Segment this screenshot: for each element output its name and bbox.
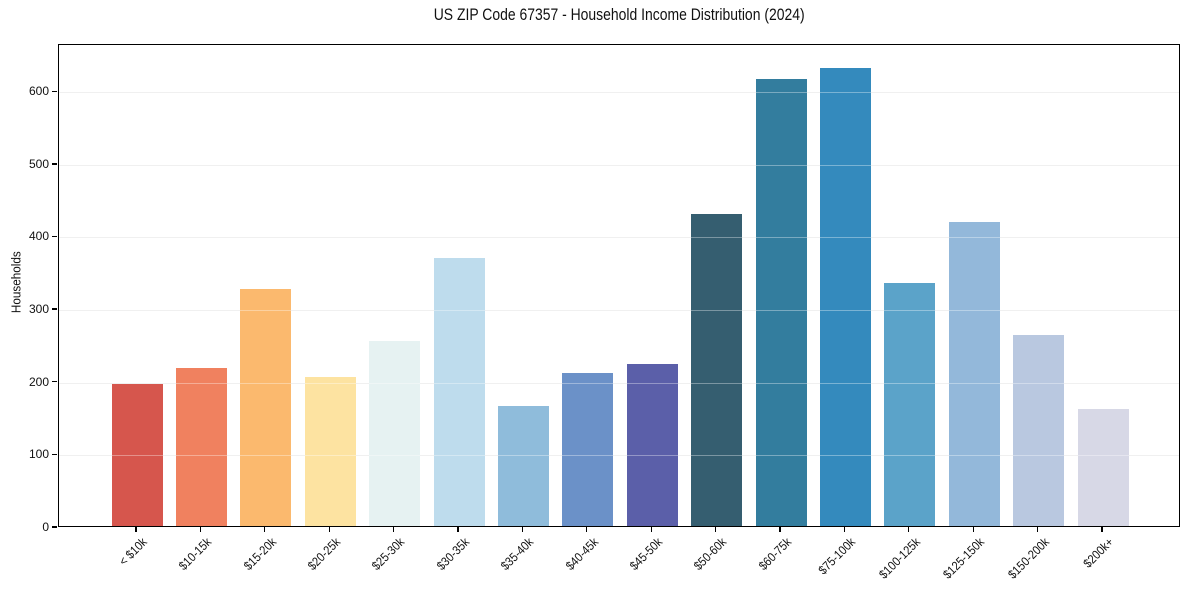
gridline (59, 310, 1179, 312)
y-tick-label: 300 (28, 302, 49, 317)
x-tick-label: $125-150k (940, 535, 988, 582)
x-tick-mark (843, 527, 846, 532)
x-tick-label: $20-25k (305, 535, 344, 574)
grid-highlight (59, 382, 1179, 384)
y-tick-label: 500 (28, 156, 49, 171)
bar (369, 340, 421, 526)
bars-layer (59, 45, 1179, 526)
y-tick-label: 200 (28, 374, 49, 389)
y-tick-mark (52, 163, 57, 165)
x-tick-label: $15-20k (240, 535, 279, 574)
bar (433, 258, 485, 526)
bar (755, 78, 807, 526)
chart-title: US ZIP Code 67357 - Household Income Dis… (58, 5, 1180, 25)
x-tick-mark (328, 527, 330, 532)
x-tick-label: $150-200k (1004, 535, 1052, 582)
x-tick-mark (199, 527, 202, 532)
y-tick-label: 600 (28, 84, 49, 99)
x-tick-mark (457, 527, 459, 532)
bar (111, 383, 163, 526)
grid-highlight (59, 237, 1179, 239)
x-tick-label: $30-35k (433, 535, 472, 574)
x-tick-mark (779, 527, 781, 532)
chart-title-text: US ZIP Code 67357 - Household Income Dis… (433, 5, 805, 24)
y-tick-label: 400 (28, 229, 49, 244)
x-tick-mark (1036, 527, 1039, 532)
y-tick-mark (52, 90, 57, 92)
gridline (59, 92, 1179, 94)
bar (175, 368, 227, 526)
y-tick-mark (52, 526, 57, 528)
x-tick-label: $10-15k (176, 535, 215, 574)
bar (884, 283, 936, 526)
x-tick-label: < $10k (116, 535, 150, 569)
bar (819, 67, 871, 526)
x-tick-mark (586, 527, 588, 532)
bar (626, 364, 678, 526)
y-tick-mark (52, 453, 57, 456)
grid-highlight (59, 455, 1179, 457)
bar (691, 213, 743, 526)
y-tick-mark (52, 235, 57, 238)
y-tick-mark (52, 308, 57, 310)
grid-highlight (59, 310, 1179, 312)
bar (497, 406, 549, 526)
bar (304, 377, 356, 526)
x-tick-label: $75-100k (815, 535, 859, 578)
x-tick-label: $35-40k (498, 535, 537, 574)
x-tick-mark (264, 527, 266, 532)
x-tick-mark (908, 527, 910, 532)
x-tick-mark (392, 527, 395, 532)
grid-highlight (59, 92, 1179, 94)
bar (948, 222, 1000, 526)
x-tick-label: $45-50k (627, 535, 666, 574)
y-tick-label: 0 (42, 520, 49, 534)
x-tick-label: $50-60k (691, 535, 730, 574)
x-tick-label: $100-125k (876, 535, 923, 582)
bar (1077, 409, 1129, 526)
bar (1013, 334, 1065, 526)
x-tick-mark (135, 527, 137, 532)
x-tick-label: $40-45k (562, 535, 601, 574)
plot-area (58, 44, 1180, 527)
y-tick-mark (52, 381, 57, 383)
x-tick-mark (521, 527, 524, 532)
gridline (59, 164, 1179, 166)
x-tick-mark (1101, 527, 1103, 532)
gridline (59, 455, 1179, 457)
x-tick-label: $60-75k (755, 535, 794, 574)
x-tick-mark (650, 527, 652, 532)
x-tick-mark (714, 527, 717, 532)
x-tick-label: $25-30k (369, 535, 408, 574)
grid-highlight (59, 164, 1179, 166)
gridline (59, 237, 1179, 239)
x-tick-label: $200k+ (1080, 535, 1116, 571)
bar (562, 373, 614, 526)
x-tick-mark (972, 527, 974, 532)
bar (240, 288, 292, 526)
y-tick-label: 100 (28, 447, 49, 462)
gridline (59, 382, 1179, 384)
